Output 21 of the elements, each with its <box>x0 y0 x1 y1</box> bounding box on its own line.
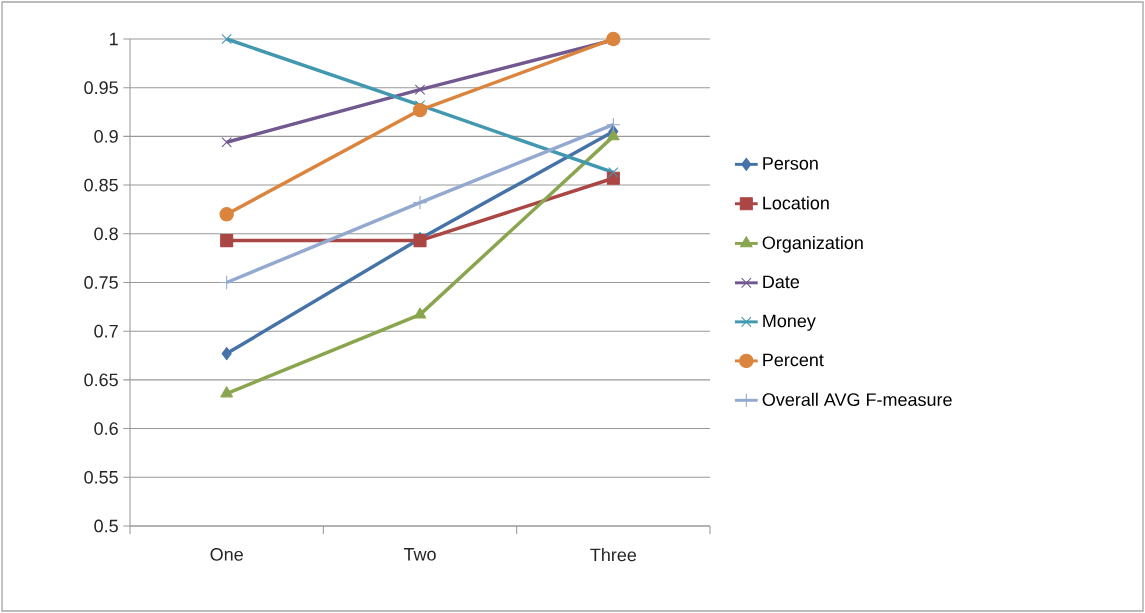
legend-label: Overall AVG F-measure <box>762 392 952 406</box>
y-tick-label: 0.8 <box>94 227 118 241</box>
legend-label: Organization <box>762 235 863 253</box>
y-tick-label: 0.6 <box>94 422 118 435</box>
x-tick-label: Three <box>590 548 637 562</box>
y-tick-label: 0.75 <box>84 276 118 289</box>
y-tick-label: 1 <box>110 32 118 46</box>
legend-label: Percent <box>763 353 824 367</box>
y-tick-label: 0.9 <box>94 130 118 143</box>
y-tick-label: 0.65 <box>84 373 118 387</box>
x-tick-label: Two <box>403 548 436 561</box>
y-tick-label: 0.55 <box>84 470 118 484</box>
y-tick-label: 0.7 <box>94 324 118 338</box>
legend-label: Person <box>763 157 818 170</box>
y-tick-label: 0.85 <box>84 178 118 192</box>
legend-label: Location <box>763 196 829 210</box>
legend-label: Money <box>763 314 816 331</box>
legend-label: Date <box>763 275 800 289</box>
y-tick-label: 0.5 <box>94 519 118 533</box>
x-tick-label: One <box>210 548 243 561</box>
y-tick-label: 0.95 <box>84 81 118 95</box>
